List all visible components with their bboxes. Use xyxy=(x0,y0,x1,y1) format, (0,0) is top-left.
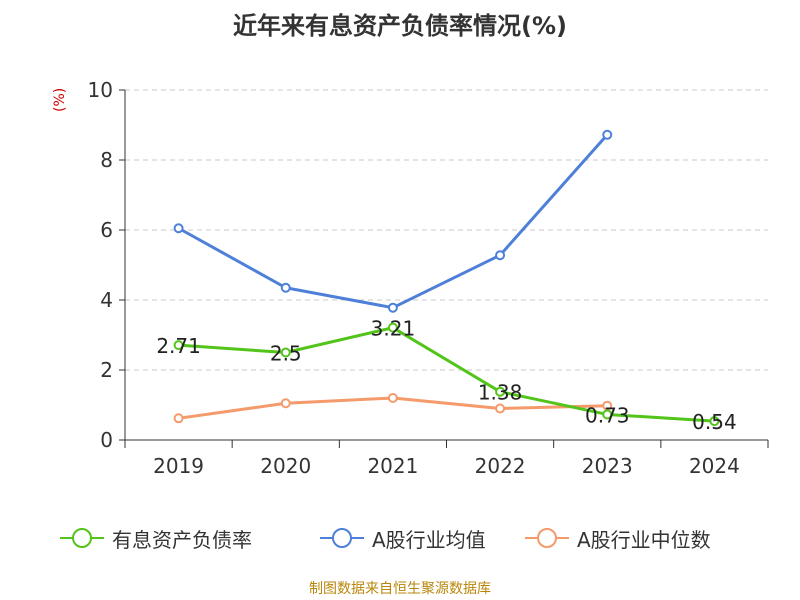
legend-item[interactable]: 有息资产负债率 xyxy=(58,520,252,556)
data-point xyxy=(602,409,613,420)
legend-item[interactable]: A股行业中位数 xyxy=(523,520,711,556)
y-tick-label: 6 xyxy=(100,218,113,242)
y-tick-label: 8 xyxy=(100,148,113,172)
x-tick-label: 2023 xyxy=(582,454,633,478)
legend-marker-icon xyxy=(320,528,364,548)
y-tick-label: 4 xyxy=(100,288,113,312)
data-point xyxy=(495,386,506,397)
data-point xyxy=(280,347,291,358)
data-label: 1.38 xyxy=(478,381,523,405)
data-point xyxy=(387,393,398,403)
data-point xyxy=(280,398,291,409)
legend-label: A股行业均值 xyxy=(372,527,486,552)
series-line xyxy=(178,326,715,423)
series-line xyxy=(177,133,609,310)
data-point xyxy=(173,223,184,234)
x-tick-label: 2019 xyxy=(153,454,204,478)
data-label: 0.54 xyxy=(692,410,737,434)
x-tick-label: 2020 xyxy=(260,454,311,478)
y-tick-label: 0 xyxy=(100,428,113,452)
x-tick-label: 2024 xyxy=(689,454,740,478)
x-tick-label: 2021 xyxy=(367,454,418,478)
source-note: 制图数据来自恒生聚源数据库 xyxy=(309,581,491,597)
data-point xyxy=(495,403,506,414)
legend-label: A股行业中位数 xyxy=(577,527,711,552)
data-point xyxy=(173,413,184,424)
legend-label: 有息资产负债率 xyxy=(112,527,252,552)
data-label: 2.71 xyxy=(156,334,201,358)
legend: 有息资产负债率 A股行业均值 A股行业中位数 xyxy=(0,520,800,556)
y-tick-label: 10 xyxy=(88,78,113,102)
data-point xyxy=(387,322,398,333)
legend-item[interactable]: A股行业均值 xyxy=(318,520,486,556)
data-point xyxy=(280,282,291,293)
data-point xyxy=(495,250,506,261)
data-label: 2.5 xyxy=(270,342,302,366)
legend-marker-icon xyxy=(60,528,104,548)
data-point xyxy=(709,416,720,427)
chart-title: 近年来有息资产负债率情况(%) xyxy=(233,12,567,40)
data-point xyxy=(387,302,398,313)
data-point xyxy=(173,340,184,351)
data-label: 3.21 xyxy=(371,317,416,341)
legend-marker-icon xyxy=(525,528,569,548)
x-tick-label: 2022 xyxy=(475,454,526,478)
data-label: 0.73 xyxy=(585,403,630,427)
data-point xyxy=(602,129,613,140)
y-tick-label: 2 xyxy=(100,358,113,382)
